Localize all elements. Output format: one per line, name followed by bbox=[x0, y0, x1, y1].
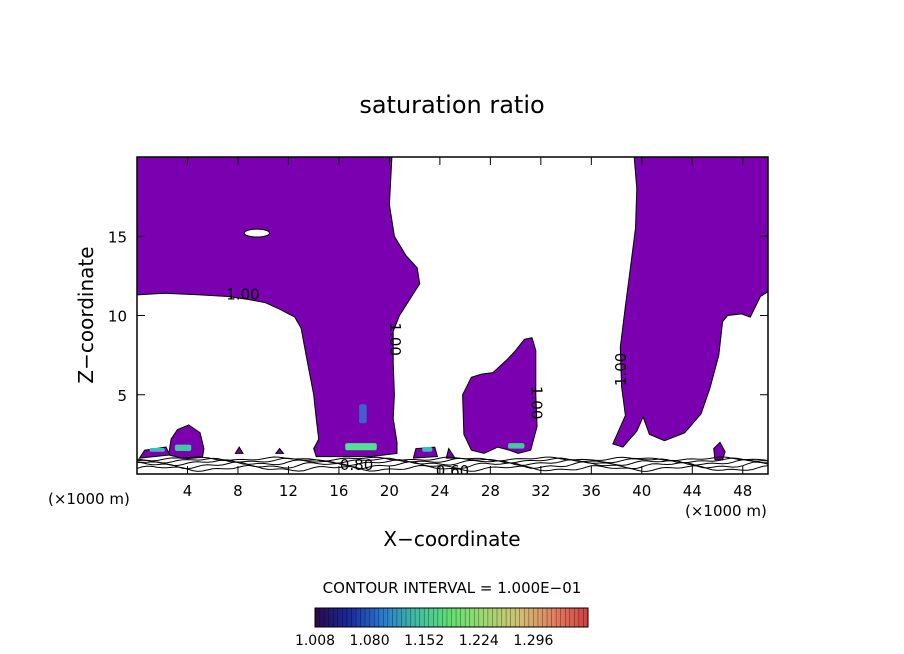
ground-contour-3 bbox=[137, 457, 768, 464]
contour-label-1: 1.00 bbox=[386, 323, 404, 356]
high-value-patch-4 bbox=[359, 404, 367, 424]
x-axis-label: X−coordinate bbox=[383, 527, 520, 551]
ground-contour-0 bbox=[137, 464, 768, 472]
high-value-patch-5 bbox=[149, 447, 165, 452]
x-tick-label: 36 bbox=[582, 482, 601, 500]
contour-interval-text: CONTOUR INTERVAL = 1.000E−01 bbox=[323, 579, 582, 597]
high-value-patch-0 bbox=[174, 444, 192, 452]
plot-area: 1.00 1.00 1.00 1.00 0.80 0.60 bbox=[137, 157, 768, 480]
high-value-patch-1 bbox=[345, 443, 377, 451]
colorbar-tick-label: 1.152 bbox=[404, 633, 444, 649]
x-tick-label: 44 bbox=[683, 482, 702, 500]
colorbar-tick-label: 1.296 bbox=[513, 633, 553, 649]
x-tick-label: 48 bbox=[733, 482, 752, 500]
contour-label-5: 0.60 bbox=[436, 462, 469, 480]
region-center-right-cloud bbox=[462, 337, 538, 454]
region-tiny-blob-a bbox=[234, 446, 244, 454]
region-left-small-bump bbox=[168, 424, 205, 459]
contour-label-0: 1.00 bbox=[226, 285, 259, 303]
colorbar bbox=[314, 607, 589, 628]
colorbar-labels: 1.008 1.080 1.152 1.224 1.296 bbox=[295, 633, 554, 649]
y-tick-label: 15 bbox=[108, 228, 127, 246]
colorbar-tick-label: 1.080 bbox=[350, 633, 390, 649]
ground-contour-4 bbox=[137, 456, 768, 462]
x-tick-label: 40 bbox=[632, 482, 651, 500]
x-unit-left: (×1000 m) bbox=[48, 490, 130, 508]
region-tiny-blob-c bbox=[274, 447, 285, 454]
x-axis: 4 8 12 16 20 24 28 32 36 40 44 48 bbox=[183, 157, 752, 500]
x-tick-label: 28 bbox=[481, 482, 500, 500]
colorbar-tick-label: 1.008 bbox=[295, 633, 335, 649]
y-axis-label: Z−coordinate bbox=[74, 246, 98, 383]
x-tick-label: 24 bbox=[430, 482, 449, 500]
x-tick-label: 32 bbox=[531, 482, 550, 500]
high-value-patch-2 bbox=[508, 443, 525, 449]
region-tiny-blob-b bbox=[445, 447, 456, 459]
x-tick-label: 4 bbox=[183, 482, 193, 500]
x-unit-right: (×1000 m) bbox=[685, 502, 767, 520]
chart-title: saturation ratio bbox=[359, 91, 544, 119]
ground-contour-1 bbox=[137, 461, 768, 470]
ground-contour-2 bbox=[137, 459, 768, 467]
region-upper-left-cloud bbox=[137, 157, 421, 458]
contour-label-4: 0.80 bbox=[340, 456, 373, 474]
x-tick-label: 16 bbox=[329, 482, 348, 500]
high-value-patch-3 bbox=[422, 447, 433, 452]
y-axis: 5 10 15 bbox=[108, 228, 768, 405]
x-tick-label: 12 bbox=[279, 482, 298, 500]
x-tick-label: 8 bbox=[233, 482, 243, 500]
contour-label-3: 1.00 bbox=[612, 353, 630, 386]
region-right-column-cloud bbox=[612, 157, 768, 448]
x-tick-label: 20 bbox=[380, 482, 399, 500]
y-tick-label: 5 bbox=[117, 387, 127, 405]
cloud-hole bbox=[243, 228, 271, 238]
y-tick-label: 10 bbox=[108, 308, 127, 326]
contour-label-2: 1.00 bbox=[527, 386, 545, 419]
colorbar-tick-label: 1.224 bbox=[459, 633, 499, 649]
